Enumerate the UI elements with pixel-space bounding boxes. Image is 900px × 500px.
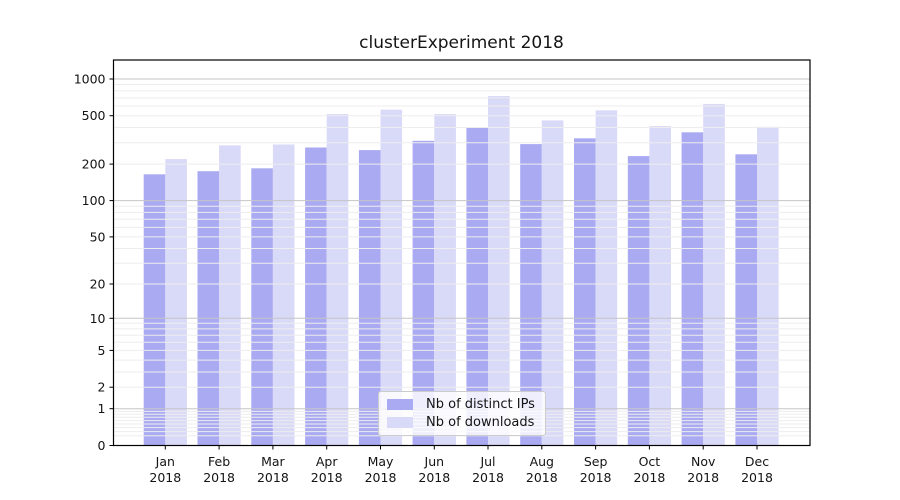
bar-distinct-ips [681, 132, 704, 446]
x-tick-label-month: Jan [155, 454, 175, 469]
y-tick-label: 500 [82, 108, 106, 123]
bar-downloads [272, 144, 295, 446]
x-tick-label-month: Aug [530, 454, 554, 469]
y-tick-label: 200 [82, 157, 106, 172]
bar-downloads [703, 103, 725, 446]
x-tick-label-month: Jul [479, 454, 495, 469]
legend-item-distinct-ips: Nb of distinct IPs [385, 397, 539, 412]
y-tick-label: 50 [90, 229, 106, 244]
x-tick-label-year: 2018 [149, 470, 181, 485]
x-tick-label-month: Nov [691, 454, 716, 469]
legend-item-downloads: Nb of downloads [385, 415, 539, 430]
bar-downloads [434, 114, 456, 446]
bar-distinct-ips [412, 140, 435, 446]
bar-downloads [649, 126, 671, 446]
bar-downloads [165, 159, 187, 446]
x-tick-label-month: Mar [261, 454, 285, 469]
bar-distinct-ips [143, 174, 166, 446]
y-tick-label: 5 [98, 343, 106, 358]
bar-downloads [488, 96, 510, 446]
x-tick-label-month: Sep [584, 454, 608, 469]
legend-label-downloads: Nb of downloads [426, 415, 535, 430]
bar-distinct-ips [466, 127, 488, 446]
legend-swatch-downloads [387, 417, 413, 428]
x-tick-label-year: 2018 [741, 470, 773, 485]
bar-downloads [595, 110, 618, 446]
x-tick-label-month: Oct [639, 454, 661, 469]
bar-distinct-ips [305, 147, 327, 446]
x-tick-label-year: 2018 [526, 470, 558, 485]
bar-distinct-ips [251, 168, 273, 446]
x-tick-label-month: Feb [208, 454, 230, 469]
y-tick-label: 1 [98, 401, 106, 416]
x-tick-label-year: 2018 [257, 470, 289, 485]
x-tick-label-year: 2018 [203, 470, 235, 485]
chart-title: clusterExperiment 2018 [359, 33, 564, 53]
bar-distinct-ips [735, 154, 757, 446]
bar-distinct-ips [627, 156, 650, 446]
y-tick-label: 10 [90, 311, 106, 326]
bar-distinct-ips [574, 138, 596, 446]
x-tick-label-month: Jun [424, 454, 445, 469]
bar-downloads [380, 109, 403, 446]
bar-downloads [757, 126, 779, 446]
y-tick-label: 2 [98, 380, 106, 395]
y-tick-label: 100 [82, 193, 106, 208]
y-tick-label: 0 [98, 438, 106, 453]
y-tick-label: 1000 [74, 72, 106, 87]
x-tick-label-year: 2018 [418, 470, 450, 485]
bar-downloads [219, 145, 241, 446]
x-tick-label-year: 2018 [687, 470, 719, 485]
x-tick-label-month: Dec [745, 454, 769, 469]
bar-downloads [541, 120, 564, 446]
y-tick-label: 20 [90, 277, 106, 292]
x-tick-label-month: May [368, 454, 394, 469]
legend: Nb of distinct IPs Nb of downloads [378, 391, 546, 436]
x-tick-label-year: 2018 [311, 470, 343, 485]
x-tick-label-year: 2018 [365, 470, 397, 485]
bar-distinct-ips [197, 171, 220, 446]
x-tick-label-year: 2018 [472, 470, 504, 485]
legend-label-distinct-ips: Nb of distinct IPs [426, 397, 535, 412]
x-tick-label-year: 2018 [580, 470, 612, 485]
x-tick-label-year: 2018 [633, 470, 665, 485]
x-tick-label-month: Apr [316, 454, 338, 469]
plot-border [112, 59, 811, 447]
legend-swatch-distinct-ips [387, 399, 413, 410]
bar-downloads [326, 114, 349, 446]
